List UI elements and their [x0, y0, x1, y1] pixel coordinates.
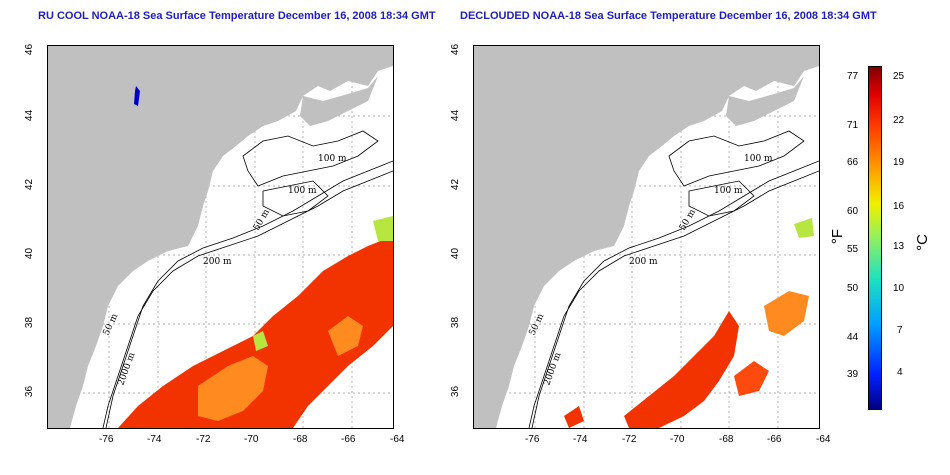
c-tick: 7 — [897, 325, 903, 336]
lat-tick: 42 — [24, 178, 36, 191]
sst-patch — [118, 236, 393, 428]
c-tick: 10 — [893, 283, 905, 294]
sst-patch — [198, 356, 268, 421]
lat-tick: 38 — [450, 316, 462, 329]
c-tick: 4 — [897, 367, 903, 378]
contour-line — [528, 170, 819, 428]
lon-tick: -66 — [341, 434, 356, 445]
contour-line — [668, 130, 805, 187]
contour-line — [105, 160, 393, 428]
lon-tick: -70 — [244, 434, 259, 445]
lake-feature — [134, 86, 140, 106]
sst-patch — [764, 291, 809, 336]
f-tick: 66 — [847, 157, 859, 168]
lon-tick: -72 — [196, 434, 211, 445]
sst-patch — [373, 216, 393, 241]
lat-tick: 36 — [24, 385, 36, 398]
sst-map-raw[interactable]: 100 m 100 m 50 m 200 m 50 m 2000 m — [47, 45, 394, 429]
f-tick: 44 — [847, 332, 859, 343]
contour-label: 200 m — [203, 257, 232, 267]
lat-tick: 44 — [24, 109, 36, 122]
c-tick: 25 — [893, 71, 905, 82]
contour-label: 200 m — [629, 257, 658, 267]
f-tick: 39 — [847, 369, 859, 380]
land-mass — [474, 46, 819, 428]
lon-tick: -72 — [622, 434, 637, 445]
lat-tick: 42 — [450, 178, 462, 191]
contour-line — [688, 180, 755, 217]
lon-tick: -66 — [767, 434, 782, 445]
lat-tick: 46 — [450, 43, 462, 56]
f-tick: 55 — [847, 244, 859, 255]
lon-tick: -68 — [719, 434, 734, 445]
contour-label: 100 m — [714, 186, 743, 196]
contour-label: 2000 m — [542, 351, 563, 387]
land-mass — [48, 46, 393, 428]
lon-tick: -76 — [525, 434, 540, 445]
colorbar-unit-celsius: °C — [913, 234, 931, 251]
contour-label: 100 m — [288, 186, 317, 196]
lat-tick: 44 — [450, 109, 462, 122]
sst-patch — [253, 331, 268, 351]
lat-tick: 36 — [450, 385, 462, 398]
c-tick: 13 — [893, 241, 905, 252]
contour-label: 100 m — [318, 154, 347, 164]
c-tick: 16 — [893, 201, 905, 212]
lon-tick: -74 — [573, 434, 588, 445]
c-tick: 19 — [893, 157, 905, 168]
lat-tick: 40 — [24, 247, 36, 260]
contour-line — [262, 180, 329, 217]
colorbar-unit-fahrenheit: °F — [829, 228, 847, 245]
lat-tick: 46 — [24, 43, 36, 56]
f-tick: 60 — [847, 206, 859, 217]
title-left: RU COOL NOAA-18 Sea Surface Temperature … — [38, 10, 436, 22]
lat-tick: 40 — [450, 247, 462, 260]
sst-patch — [624, 311, 739, 428]
f-tick: 77 — [847, 71, 859, 82]
contour-label: 2000 m — [116, 351, 137, 387]
sst-patch — [734, 361, 769, 396]
c-tick: 22 — [893, 115, 905, 126]
f-tick: 50 — [847, 283, 859, 294]
sst-patch — [328, 316, 363, 356]
sst-patch — [794, 218, 814, 238]
lon-tick: -74 — [147, 434, 162, 445]
sst-patch — [564, 406, 584, 428]
lon-tick: -64 — [390, 434, 405, 445]
lon-tick: -68 — [293, 434, 308, 445]
title-right: DECLOUDED NOAA-18 Sea Surface Temperatur… — [460, 10, 877, 22]
colorbar — [868, 66, 882, 410]
contour-line — [102, 170, 393, 428]
nova-scotia — [726, 76, 804, 126]
lon-tick: -64 — [816, 434, 831, 445]
lat-tick: 38 — [24, 316, 36, 329]
contour-label: 100 m — [744, 154, 773, 164]
lon-tick: -70 — [670, 434, 685, 445]
nova-scotia — [300, 76, 378, 126]
f-tick: 71 — [847, 120, 859, 131]
contour-line — [242, 130, 379, 187]
contour-line — [531, 160, 819, 428]
lon-tick: -76 — [99, 434, 114, 445]
sst-map-declouded[interactable]: 100 m 100 m 50 m 200 m 50 m 2000 m — [473, 45, 820, 429]
